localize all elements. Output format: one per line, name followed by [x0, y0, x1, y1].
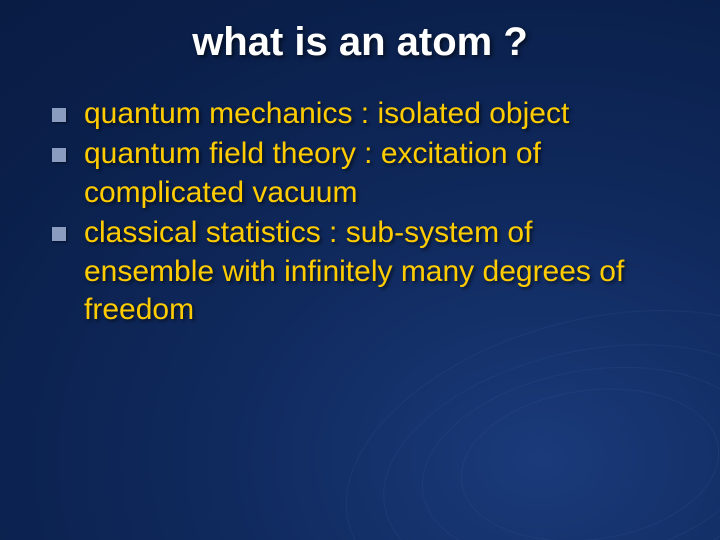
list-item: quantum mechanics : isolated object — [52, 95, 660, 133]
list-item: quantum field theory : excitation of com… — [52, 135, 660, 212]
square-bullet-icon — [52, 148, 66, 162]
list-item: classical statistics : sub-system of ens… — [52, 214, 660, 329]
slide-container: what is an atom ? quantum mechanics : is… — [0, 0, 720, 540]
bullet-list: quantum mechanics : isolated object quan… — [0, 95, 720, 329]
slide-title: what is an atom ? — [0, 0, 720, 95]
bullet-text: quantum mechanics : isolated object — [84, 95, 569, 133]
bullet-text: quantum field theory : excitation of com… — [84, 135, 660, 212]
bullet-text: classical statistics : sub-system of ens… — [84, 214, 660, 329]
square-bullet-icon — [52, 108, 66, 122]
square-bullet-icon — [52, 227, 66, 241]
